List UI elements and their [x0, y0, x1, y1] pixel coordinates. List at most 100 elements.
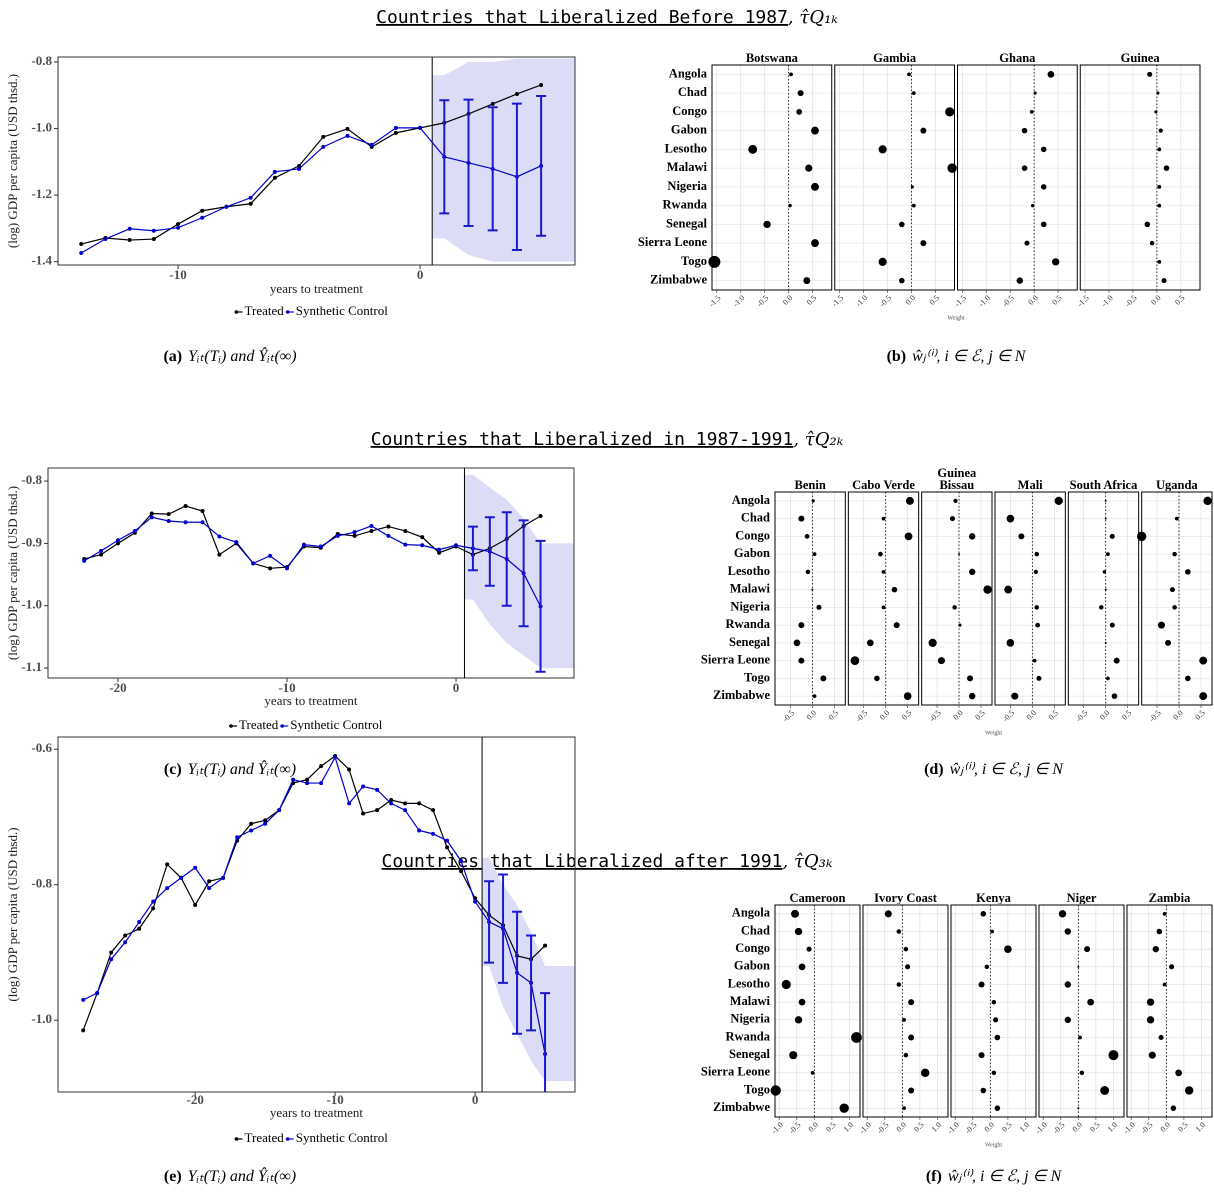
series-point [137, 926, 142, 931]
facet-header-box: Kenya [976, 892, 1011, 904]
weight-dot [1021, 127, 1028, 134]
country-label: Chad [741, 511, 770, 525]
series-point [277, 808, 282, 813]
weight-dot [1106, 676, 1110, 681]
weight-dot [911, 203, 916, 208]
series-point [403, 808, 408, 813]
facet-header: Guinea Bissau [937, 466, 977, 491]
legend-label: Synthetic Control [296, 1130, 388, 1145]
facet-frame [847, 491, 920, 706]
weight-dot [994, 1105, 1001, 1111]
series-point [291, 777, 296, 782]
series-point [345, 126, 350, 131]
country-label: Zimbabwe [713, 1100, 770, 1114]
caption-text: Yᵢₜ(Tᵢ) and Ŷᵢₜ(∞) [188, 759, 296, 778]
weight-dot [928, 638, 937, 647]
weight-dot [920, 127, 927, 134]
weight-dot [1100, 1086, 1110, 1095]
series-point [473, 899, 478, 904]
weight-dot [969, 568, 976, 576]
weight-dot [1104, 499, 1107, 502]
facet-frame [1038, 904, 1125, 1118]
weight-dot [878, 145, 887, 154]
weight-dot [1077, 965, 1080, 968]
weight-dot [1169, 587, 1175, 593]
legend-dot [234, 1137, 239, 1141]
series-point [200, 215, 205, 220]
caption-label: (e) [164, 1168, 182, 1185]
weight-dot [1185, 675, 1191, 682]
country-label: Togo [744, 1082, 770, 1096]
weight-dot [1156, 928, 1163, 935]
caption: (d) ŵⱼ⁽ⁱ⁾, i ∈ ℰ, j ∈ N [924, 761, 1064, 778]
facet-frame [1141, 491, 1213, 706]
series-point [284, 566, 289, 571]
country-label: Congo [735, 528, 770, 542]
facet-header: Cabo Verde [852, 478, 915, 491]
country-label: Angola [669, 66, 708, 80]
series-point [369, 523, 374, 528]
x-tick-label: 0.0 [1025, 708, 1038, 721]
series-point [103, 237, 108, 242]
country-label: Angola [732, 493, 771, 507]
series-point [123, 940, 128, 945]
weight-dot [789, 72, 793, 77]
x-tick-label: 0.0 [983, 1120, 996, 1133]
series-point [166, 518, 171, 523]
series-point [386, 524, 391, 529]
x-tick-label: -1.0 [858, 1120, 873, 1135]
series-point [99, 552, 104, 557]
x-tick-label: 1.0 [1194, 1120, 1207, 1133]
error-bar [484, 880, 495, 964]
x-tick-label: -10 [326, 1092, 343, 1107]
weight-dot [1034, 605, 1040, 610]
country-label: Chad [741, 923, 770, 937]
weight-dot [1077, 1107, 1080, 1110]
weight-dot [850, 656, 860, 665]
country-label: Senegal [729, 1047, 771, 1061]
weight-dot [899, 221, 905, 228]
y-tick-label: -1.2 [31, 186, 52, 201]
error-bar [484, 516, 495, 587]
series-point [179, 875, 184, 880]
facet-header: Mali [1017, 478, 1043, 491]
caption-label: (d) [924, 761, 944, 778]
weight-dot [1006, 514, 1015, 523]
weight-dot [1185, 569, 1191, 575]
series-point [403, 801, 408, 806]
x-tick-label: 0.5 [1193, 708, 1206, 721]
section-title: Countries that Liberalized in 1987-1991,… [371, 429, 844, 450]
country-label: Gabon [734, 546, 770, 560]
x-tick-label: 0.0 [904, 293, 917, 306]
series-point [389, 801, 394, 806]
weight-dot [1087, 998, 1094, 1006]
weight-dot [902, 1017, 906, 1022]
series-point [272, 169, 277, 174]
weight-dot [905, 964, 911, 970]
x-tick-label: 0.5 [805, 293, 818, 306]
series-point [490, 101, 495, 106]
series-line [84, 505, 541, 569]
legend-label: Treated [239, 717, 279, 732]
x-tick-label: -0.5 [878, 293, 893, 308]
weight-dot [796, 108, 803, 115]
facet-background [1127, 905, 1212, 1117]
error-bar [511, 102, 522, 252]
weight-dot [866, 639, 874, 647]
weight-dot [851, 1032, 862, 1043]
series-point [235, 835, 240, 840]
weight-dot [810, 1070, 815, 1075]
weight-dot [1033, 569, 1039, 575]
series-point [79, 251, 84, 256]
weight-dot [812, 552, 817, 557]
country-label: Zimbabwe [650, 273, 707, 287]
legend-label: Treated [245, 303, 285, 318]
series-point [217, 552, 222, 557]
weight-dot [1199, 692, 1208, 701]
country-label: Zimbabwe [713, 688, 770, 702]
series-point [272, 175, 277, 180]
weight-dot [1031, 203, 1035, 208]
weight-dot [811, 499, 815, 503]
series-line [81, 84, 542, 245]
series-point [393, 130, 398, 135]
